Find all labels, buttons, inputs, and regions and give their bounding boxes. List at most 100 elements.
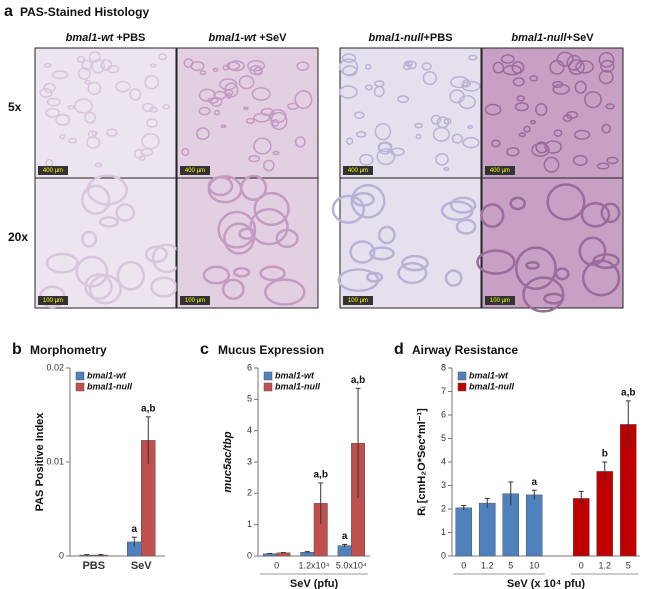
legend-swatch [457, 382, 467, 392]
legend-label: bmal1-null [469, 381, 515, 391]
column-header: bmal1-wt +SeV [209, 32, 288, 44]
panel-label: a [4, 3, 13, 20]
histology-image [481, 177, 624, 309]
tissue-texture [294, 90, 313, 110]
tissue-texture [272, 150, 280, 156]
tissue-texture [222, 64, 230, 71]
tissue-texture [535, 141, 549, 154]
tissue-texture [88, 51, 101, 63]
tissue-texture [232, 267, 251, 278]
error-bar [304, 551, 310, 553]
tissue-texture [584, 90, 602, 109]
gene-name: bmal1-null [368, 32, 424, 44]
tissue-texture [87, 130, 97, 139]
y-axis-title: PAS Positive Index [34, 412, 46, 512]
x-axis-title: SeV (x 10⁴ pfu) [507, 578, 586, 589]
tissue-texture [98, 216, 120, 228]
scale-bar-bg [38, 296, 68, 305]
tissue-texture [331, 194, 365, 224]
tissue-texture [217, 210, 257, 249]
tissue-texture [270, 111, 288, 131]
scale-bar-bg [485, 166, 515, 175]
tissue-texture [144, 245, 168, 264]
row-label: 20x [8, 230, 28, 244]
scale-label: 400 µm [490, 168, 510, 174]
tissue-texture [377, 225, 396, 245]
y-tick-label: 4 [441, 456, 446, 466]
tissue-texture [219, 78, 238, 91]
tissue-texture [421, 62, 432, 71]
tissue-texture [575, 60, 594, 74]
legend-swatch [75, 382, 85, 392]
tissue-texture [210, 96, 223, 107]
tissue-texture [338, 85, 358, 99]
tissue-texture [296, 61, 310, 71]
tissue-texture [369, 246, 395, 261]
tissue-texture [212, 67, 219, 73]
tissue-texture [220, 124, 227, 129]
tissue-texture [39, 87, 53, 98]
tissue-texture [401, 254, 429, 272]
tissue-texture [345, 137, 354, 145]
legend-swatch [457, 371, 467, 381]
tissue-texture [444, 269, 463, 287]
tissue-texture [546, 183, 586, 221]
x-tick-label: 1.2 [481, 560, 494, 570]
tissue-texture [432, 126, 450, 142]
error-bar [342, 543, 348, 547]
tissue-texture [141, 102, 154, 113]
scale-bar-bg [180, 296, 210, 305]
tissue-texture [198, 88, 216, 102]
tissue-texture [350, 183, 386, 219]
tissue-texture [260, 107, 275, 117]
error-bar [355, 387, 361, 499]
annotation: a [131, 524, 137, 535]
tissue-texture [294, 136, 306, 148]
tissue-texture [140, 147, 154, 157]
tissue-texture [106, 64, 120, 74]
y-tick-label: 0 [441, 550, 446, 560]
chart-title: Airway Resistance [412, 343, 518, 357]
scale-label: 100 µm [348, 298, 368, 304]
tissue-texture [196, 127, 210, 141]
tissue-texture [202, 265, 231, 285]
error-bar [531, 489, 537, 500]
x-tick-label: 5 [508, 560, 513, 570]
tissue-texture [116, 260, 146, 291]
legend-swatch [263, 371, 273, 381]
tissue-texture [523, 125, 531, 133]
tissue-texture [552, 83, 570, 95]
histology-image [481, 47, 624, 179]
tissue-texture [141, 132, 160, 150]
error-bar [461, 504, 467, 511]
error-bar [145, 416, 151, 464]
annotation: a,b [313, 470, 327, 481]
tissue-texture [530, 119, 536, 125]
tissue-texture [605, 103, 615, 110]
scale-bar-bg [180, 166, 210, 175]
tissue-texture [45, 252, 79, 274]
tissue-texture [374, 123, 392, 141]
tissue-texture [462, 137, 480, 149]
tissue-texture [414, 122, 424, 129]
error-bar [602, 461, 608, 481]
error-bar [484, 497, 490, 508]
tissue-texture [578, 236, 607, 266]
tissue-texture [240, 174, 268, 202]
legend-label: bmal1-null [275, 381, 321, 391]
tissue-texture [213, 109, 221, 116]
error-bar [280, 552, 286, 554]
row-label: 5x [8, 100, 22, 114]
tissue-texture [138, 155, 146, 161]
x-axis-title: SeV (pfu) [290, 578, 339, 589]
scale-bar-bg [485, 296, 515, 305]
tissue-texture [552, 80, 564, 89]
scale-label: 100 µm [185, 298, 205, 304]
tissue-texture [491, 139, 501, 148]
tissue-texture [492, 61, 505, 74]
tissue-texture [365, 84, 373, 91]
panel-label: b [12, 341, 22, 358]
scale-bar-bg [38, 166, 68, 175]
legend-swatch [263, 382, 273, 392]
